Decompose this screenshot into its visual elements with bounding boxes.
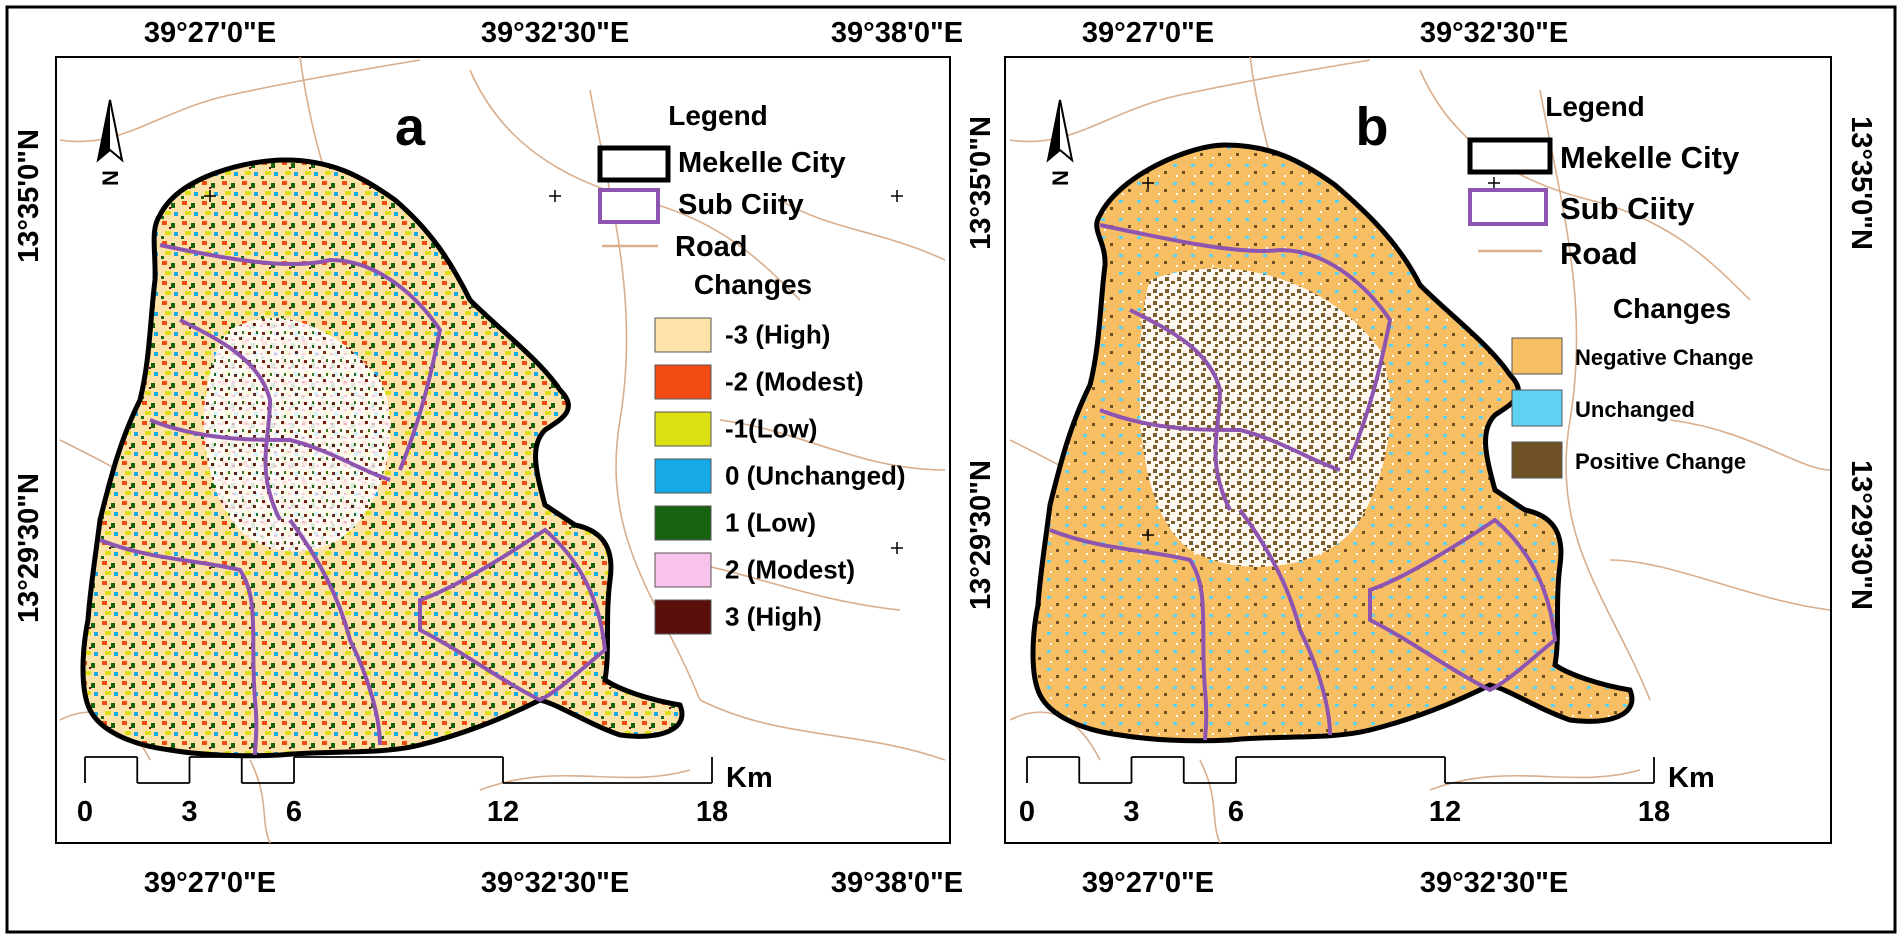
panel-a-scale-tick-2: 6 [286,796,302,828]
panel-b-scale-tick-4: 18 [1638,796,1670,828]
panel-b-legend: Legend Mekelle City Sub Ciity Road Chang… [1467,91,1754,479]
panel-a-change-swatch-1 [654,364,712,400]
panel-a-change-label-2: -1(Low) [725,414,817,444]
panel-a-lat-left-1: 13°35'0"N [13,129,45,263]
panel-a-change-swatch-0 [654,317,712,353]
panel-a-core [203,318,391,552]
panel-a-subcity-lines [99,243,608,756]
panel-a-change-label-4: 1 (Low) [725,508,816,538]
panel-a-legend-road-label: Road [675,231,748,263]
panel-a-scale-tick-3: 12 [487,796,519,828]
panel-a-legend-subcity-label: Sub Ciity [678,189,804,221]
panel-b-scale-tick-2: 6 [1228,796,1244,828]
panel-b-north-arrow: N [1046,99,1074,186]
panel-b-change-swatch-1 [1511,389,1563,427]
panel-a-scale-tick-1: 3 [181,796,197,828]
panel-b-legend-title: Legend [1545,91,1645,122]
panel-a-lon-top-3: 39°38'0"E [831,17,963,49]
panel-b-legend-subcity-swatch [1468,188,1548,226]
panel-b-coordinates: 39°27'0"E 39°32'30"E 39°27'0"E 39°32'30"… [965,17,1877,899]
panel-a-legend-subcity-swatch [598,188,660,224]
panel-a-change-swatch-3 [654,458,712,494]
panel-a-legend-city-label: Mekelle City [678,147,846,179]
svg-text:N: N [98,170,123,186]
panel-b-lon-bottom-1: 39°27'0"E [1082,867,1214,899]
panel-a-change-label-3: 0 (Unchanged) [725,461,906,491]
panel-a-change-label-1: -2 (Modest) [725,367,864,397]
panel-b-lon-top-2: 39°32'30"E [1420,17,1568,49]
svg-text:N: N [1048,170,1073,186]
panel-b-letter: b [1356,97,1389,157]
panel-b-scale-tick-0: 0 [1019,796,1035,828]
panel-a-change-label-5: 2 (Modest) [725,555,855,585]
panel-a-legend-title: Legend [668,100,768,131]
panel-a-change-swatch-2 [654,411,712,447]
panel-a-change-swatch-5 [654,552,712,588]
panel-b-legend-road-label: Road [1560,236,1638,271]
panel-b-scale-unit: Km [1668,762,1715,794]
panel-b-legend-city-label: Mekelle City [1560,140,1740,175]
panel-a-legend-city-swatch [597,145,671,183]
panel-a-legend-changes: -3 (High) -2 (Modest) -1(Low) 0 (Unchanged)… [654,317,906,635]
panel-b-core [1140,268,1391,567]
panel-a-letter: a [395,97,426,157]
panel-b-lon-top-1: 39°27'0"E [1082,17,1214,49]
panel-a-lat-left-2: 13°29'30"N [13,473,45,623]
panel-a-lon-top-1: 39°27'0"E [144,17,276,49]
panel-a-scale-tick-0: 0 [77,796,93,828]
panel-a-change-swatch-6 [654,599,712,635]
panel-a-graticule [204,190,903,554]
panel-a-change-swatch-4 [654,505,712,541]
panel-b-scale-tick-3: 12 [1429,796,1461,828]
panel-a-scale-tick-4: 18 [696,796,728,828]
panel-a-north-arrow: N [96,99,124,186]
panel-a-lon-bottom-3: 39°38'0"E [831,867,963,899]
panel-b-legend-changes-title: Changes [1613,293,1731,324]
panel-a-legend-changes-title: Changes [694,269,812,300]
panel-b-change-swatch-2 [1511,441,1563,479]
panel-b-lat-right-1: 13°35'0"N [1845,116,1877,250]
panel-b-scale-tick-1: 3 [1123,796,1139,828]
panel-a-coordinates: 39°27'0"E 39°32'30"E 39°38'0"E 39°27'0"E… [13,17,963,899]
panel-b-change-label-1: Unchanged [1575,397,1695,422]
panel-b-subcity-lines [1049,223,1558,741]
panel-b-change-label-0: Negative Change [1575,345,1754,370]
panel-b-change-label-2: Positive Change [1575,449,1746,474]
panel-a: N a Legend Mekelle City Sub Ciity Road C… [55,56,951,844]
panel-b-lat-right-2: 13°29'30"N [1845,460,1877,610]
panel-b-lat-left-1: 13°35'0"N [965,116,997,250]
panel-b-change-swatch-0 [1511,337,1563,375]
panel-a-lon-bottom-2: 39°32'30"E [481,867,629,899]
panel-b-legend-subcity-label: Sub Ciity [1560,191,1695,226]
panel-a-lon-bottom-1: 39°27'0"E [144,867,276,899]
panel-a-change-label-6: 3 (High) [725,602,822,632]
panel-a-scale-unit: Km [726,762,773,794]
panel-b-legend-changes: Negative Change Unchanged Positive Change [1511,337,1754,479]
panel-b-legend-city-swatch [1467,137,1553,175]
panel-b-lat-left-2: 13°29'30"N [965,460,997,610]
panel-a-lon-top-2: 39°32'30"E [481,17,629,49]
panel-b-lon-bottom-2: 39°32'30"E [1420,867,1568,899]
panel-a-change-label-0: -3 (High) [725,320,830,350]
panel-a-legend: Legend Mekelle City Sub Ciity Road Chang… [597,100,906,635]
panel-b-graticule [1142,177,1500,541]
panel-b: N b Legend Mekelle City Sub Ciity Road C… [1004,56,1832,844]
